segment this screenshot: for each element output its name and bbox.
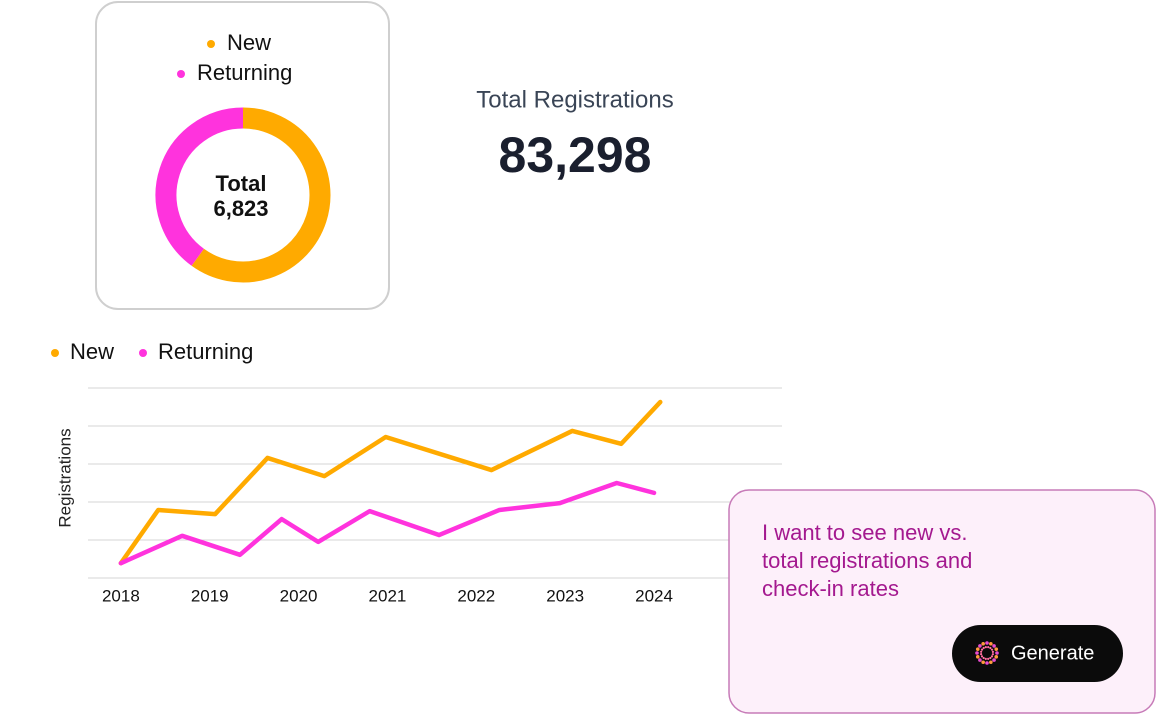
icon-dot [984, 657, 987, 660]
legend-dot [177, 70, 185, 78]
icon-dot [980, 655, 984, 658]
icon-dot [989, 646, 992, 650]
icon-dot [982, 656, 985, 660]
prompt-line: check-in rates [762, 576, 899, 601]
icon-dot [980, 653, 983, 656]
icon-dot [989, 660, 993, 665]
legend-dot [139, 349, 147, 357]
x-tick-label: 2020 [280, 586, 318, 605]
icon-dot [987, 657, 990, 660]
icon-dot [978, 644, 982, 648]
prompt-line: total registrations and [762, 548, 972, 573]
icon-dot [992, 644, 996, 648]
donut-center-label: Total [216, 171, 267, 196]
generate-button-label[interactable]: Generate [1011, 642, 1094, 664]
icon-dot [995, 651, 999, 655]
icon-dot [991, 650, 994, 653]
icon-dot [982, 646, 985, 650]
icon-dot [980, 650, 983, 653]
icon-dot [987, 646, 990, 649]
icon-dot [981, 660, 985, 665]
icon-dot [975, 647, 980, 651]
icon-dot [984, 646, 987, 649]
icon-dot [981, 641, 985, 646]
icon-dot [985, 641, 989, 645]
icon-dot [975, 651, 979, 655]
x-tick-label: 2022 [457, 586, 495, 605]
x-tick-label: 2019 [191, 586, 229, 605]
legend-dot [51, 349, 59, 357]
icon-dot [992, 658, 996, 662]
line [118, 480, 657, 566]
donut-center-value: 6,823 [213, 196, 268, 221]
icon-dot [990, 655, 994, 658]
icon-dot [980, 648, 984, 651]
line [118, 399, 663, 566]
legend-label: New [70, 339, 114, 364]
y-axis-label: Registrations [55, 428, 74, 527]
x-tick-label: 2021 [369, 586, 407, 605]
icon-dot [994, 655, 999, 659]
x-tick-label: 2024 [635, 586, 673, 605]
icon-dot [989, 656, 992, 660]
donut-segment [155, 107, 244, 266]
kpi-value: 83,298 [499, 127, 652, 183]
sparkle-icon [975, 641, 999, 665]
legend-label: Returning [197, 60, 292, 85]
icon-dot [994, 647, 999, 651]
generate-button[interactable] [952, 625, 1123, 682]
legend-dot [207, 40, 215, 48]
icon-dot [989, 641, 993, 646]
icon-dot [975, 655, 980, 659]
icon-dot [990, 648, 994, 651]
icon-dot [978, 658, 982, 662]
donut-segment [191, 107, 331, 283]
kpi-label: Total Registrations [476, 86, 673, 113]
legend-label: Returning [158, 339, 253, 364]
icon-dot [985, 661, 989, 665]
x-tick-label: 2018 [102, 586, 140, 605]
icon-dot [991, 653, 994, 656]
legend-label: New [227, 30, 271, 55]
x-tick-label: 2023 [546, 586, 584, 605]
prompt-line: I want to see new vs. [762, 520, 967, 545]
